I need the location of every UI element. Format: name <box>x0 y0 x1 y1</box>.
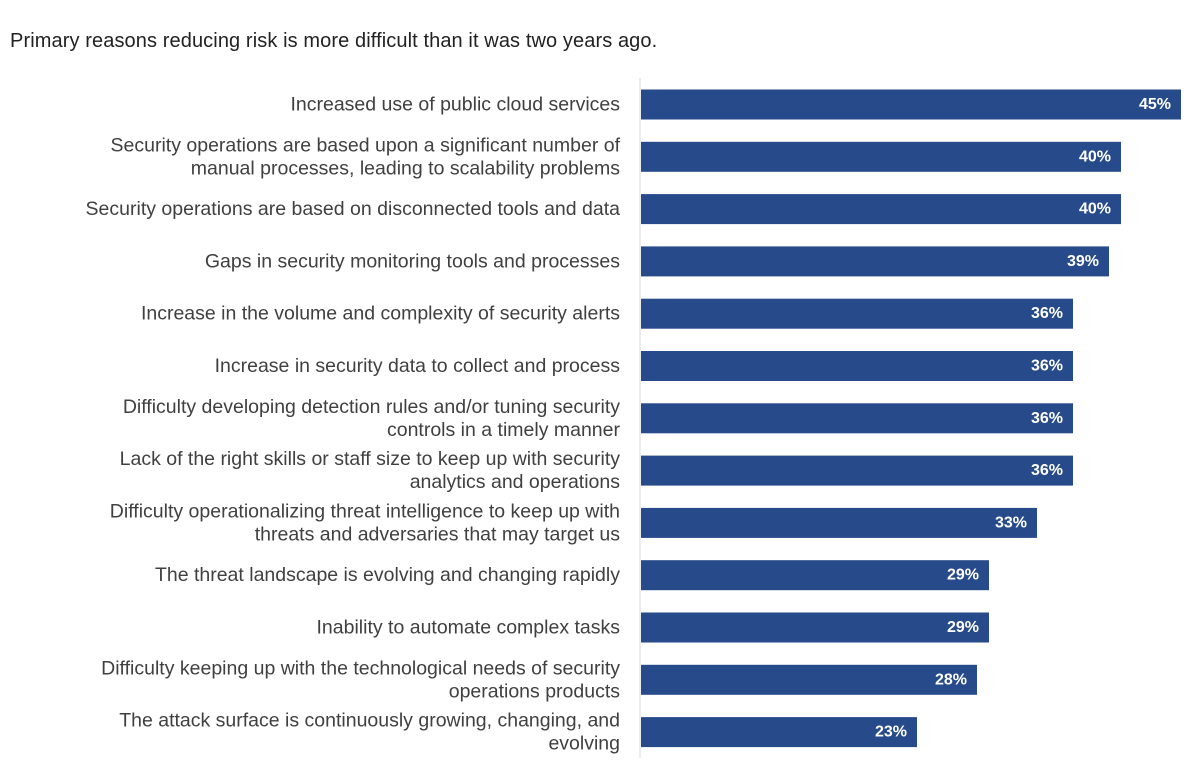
bar-7 <box>641 403 1073 434</box>
value-label-2: 40% <box>1079 148 1111 165</box>
category-label-12-line-2: operations products <box>449 680 621 702</box>
bar-13 <box>641 717 917 748</box>
bar-2 <box>641 141 1121 172</box>
category-label-7-line-1: Difficulty developing detection rules an… <box>123 396 620 418</box>
bar-6 <box>641 351 1073 381</box>
category-label-12-line-1: Difficulty keeping up with the technolog… <box>101 657 620 679</box>
value-label-11: 29% <box>947 619 979 636</box>
category-label-9-line-1: Difficulty operationalizing threat intel… <box>110 500 620 522</box>
value-label-5: 36% <box>1031 305 1063 322</box>
bar-3 <box>641 194 1121 225</box>
category-label-5: Increase in the volume and complexity of… <box>141 303 620 325</box>
category-label-4: Gaps in security monitoring tools and pr… <box>205 250 620 272</box>
category-label-1: Increased use of public cloud services <box>290 94 620 116</box>
chart-title: Primary reasons reducing risk is more di… <box>10 30 658 52</box>
category-label-8-line-1: Lack of the right skills or staff size t… <box>120 448 621 470</box>
value-label-10: 29% <box>947 567 979 584</box>
value-label-8: 36% <box>1031 462 1063 479</box>
value-label-4: 39% <box>1067 253 1099 270</box>
category-label-13-line-1: The attack surface is continuously growi… <box>119 710 620 732</box>
value-label-9: 33% <box>995 514 1027 531</box>
value-label-6: 36% <box>1031 358 1063 375</box>
value-label-3: 40% <box>1079 201 1111 218</box>
category-label-10: The threat landscape is evolving and cha… <box>155 564 620 586</box>
value-label-12: 28% <box>935 671 967 688</box>
category-label-3: Security operations are based on disconn… <box>86 198 621 220</box>
value-label-13: 23% <box>875 724 907 741</box>
bar-9 <box>641 507 1037 538</box>
value-label-1: 45% <box>1139 96 1171 113</box>
bar-5 <box>641 298 1073 329</box>
bar-11 <box>641 612 989 643</box>
plot-area: 45% Increased use of public cloud service… <box>86 89 1181 755</box>
bar-8 <box>641 455 1073 486</box>
category-label-2-line-2: manual processes, leading to scalability… <box>191 157 620 179</box>
category-label-9-line-2: threats and adversaries that may target … <box>255 523 621 545</box>
value-label-7: 36% <box>1031 410 1063 427</box>
bar-12 <box>641 664 977 695</box>
category-label-13-line-2: evolving <box>548 733 620 755</box>
bar-1 <box>641 89 1181 120</box>
category-label-8-line-2: analytics and operations <box>410 471 621 493</box>
category-label-6: Increase in security data to collect and… <box>215 355 621 377</box>
bar-10 <box>641 560 989 591</box>
category-label-2-line-1: Security operations are based upon a sig… <box>111 134 621 156</box>
category-label-7-line-2: controls in a timely manner <box>387 419 621 441</box>
bar-4 <box>641 246 1109 277</box>
category-label-11: Inability to automate complex tasks <box>317 617 621 639</box>
